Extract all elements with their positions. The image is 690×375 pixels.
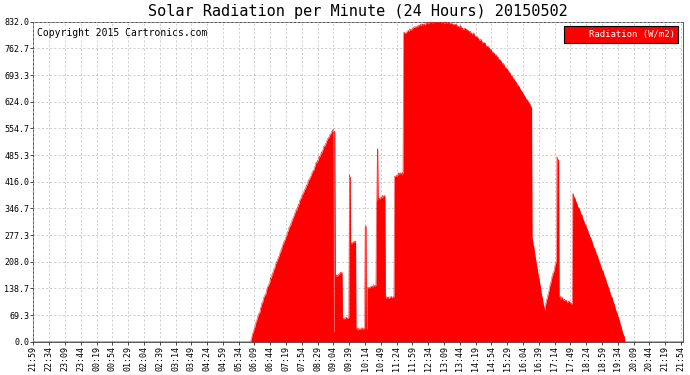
Title: Solar Radiation per Minute (24 Hours) 20150502: Solar Radiation per Minute (24 Hours) 20… [148, 4, 568, 19]
Text: Copyright 2015 Cartronics.com: Copyright 2015 Cartronics.com [37, 28, 207, 38]
Legend: Radiation (W/m2): Radiation (W/m2) [564, 26, 678, 43]
